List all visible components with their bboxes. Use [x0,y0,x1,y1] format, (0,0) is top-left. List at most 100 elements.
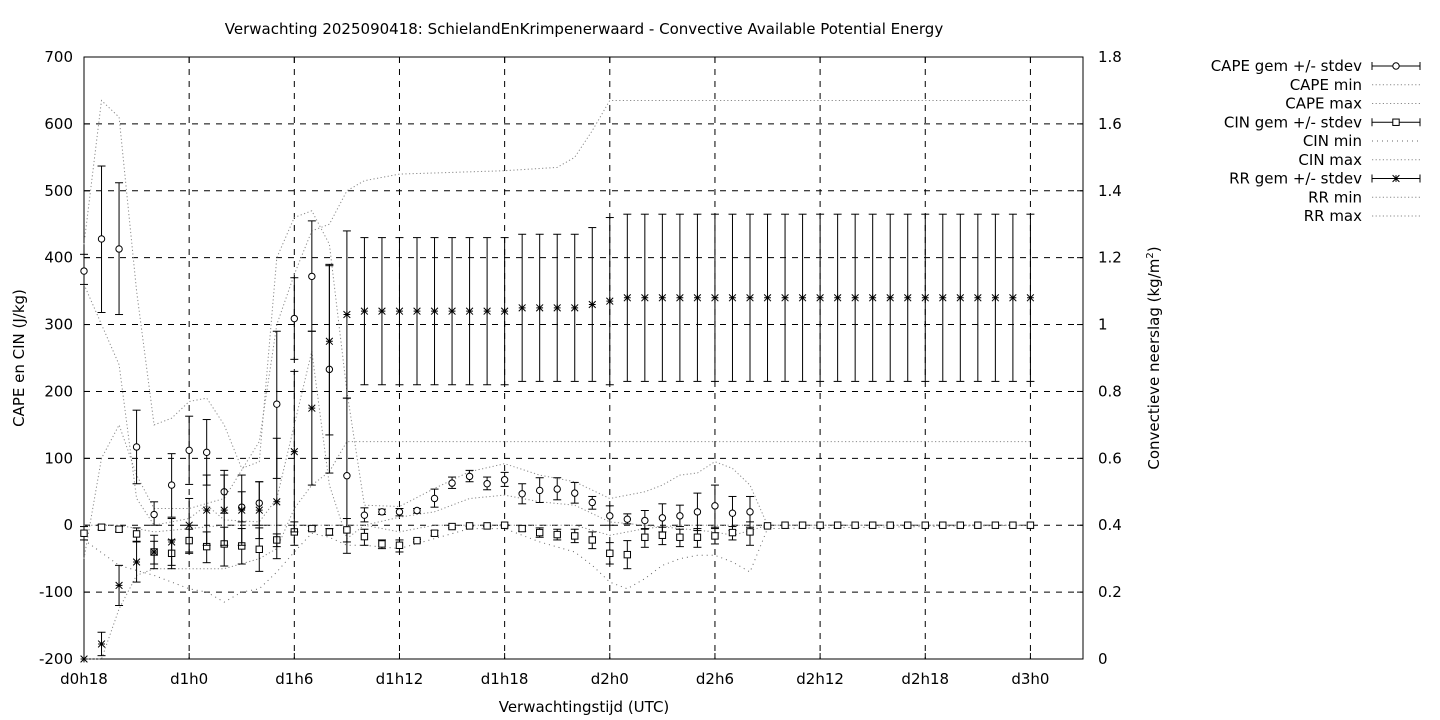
rr-gem-stdev-point [641,294,649,302]
y-axis-right-label: Convectieve neerslag (kg/m2) [1145,246,1163,469]
cin-gem-stdev-point [921,521,929,529]
series-layer [80,165,1035,663]
cin-gem-stdev-point [80,529,88,537]
legend-marker [1392,62,1400,70]
y-right-tick-label: 1.4 [1098,182,1122,200]
y-axis-right-label-superscript: 2 [1145,252,1156,258]
rr-gem-stdev-point [868,294,877,302]
cape-gem-stdev-point [623,515,632,523]
legend-label: RR min [1308,188,1362,206]
rr-gem-stdev-point [150,548,158,556]
cape-gem-stdev-point [728,509,737,517]
y-axis-left: -200 -100 0 100 200 300 400 500 600 700 [39,48,90,668]
y-right-tick-label: 0 [1098,650,1108,668]
rr-gem-stdev-point [781,294,789,302]
cin-gem-stdev-point [728,528,737,537]
x-tick-label: d0h18 [60,670,108,688]
cin-gem-stdev-point [746,528,754,536]
legend-label: CIN max [1298,151,1362,169]
cape-gem-stdev-point [360,511,369,519]
cin-gem-stdev-point [798,521,807,529]
cin-gem-stdev-point [816,521,824,529]
chart-title: Verwachting 2025090418: SchielandEnKrimp… [225,20,944,38]
rr-min-line [84,441,1031,660]
cape-gem-stdev-point [413,506,421,515]
legend-item-cape-min: CAPE min [1290,76,1420,94]
rr-gem-stdev-point [1009,294,1017,302]
cin-gem-stdev-point [676,533,684,541]
cape-gem-stdev-point [150,510,158,519]
cin-gem-stdev-point [658,531,667,539]
x-tick-label: d1h18 [481,670,529,688]
cape-gem-stdev-point [395,508,404,516]
rr-gem-stdev-point [343,310,351,319]
rr-gem-stdev-point [816,294,824,302]
cin-gem-stdev-point [132,530,141,538]
cin-gem-stdev-point [693,533,702,541]
y-left-tick-label: 400 [44,249,73,267]
x-tick-label: d1h6 [275,670,313,688]
y-right-tick-label: 0.4 [1098,516,1122,534]
cin-gem-stdev-point [448,522,456,531]
cin-gem-stdev-point [430,529,439,537]
cape-gem-stdev-point [97,235,106,243]
y-left-tick-label: 0 [63,516,73,534]
rr-gem-stdev-point [220,506,228,514]
cin-gem-stdev-point [535,528,544,537]
cape-gem-stdev-point [500,476,509,484]
rr-gem-stdev-point [167,538,176,546]
cin-gem-stdev-point [395,541,404,549]
cin-gem-stdev-point [886,521,894,529]
legend-label: RR max [1304,207,1362,225]
y-right-tick-label: 1.8 [1098,48,1122,66]
y-right-tick-label: 0.6 [1098,449,1122,467]
cape-gem-stdev-point [132,443,141,451]
legend-item-cin-max: CIN max [1298,151,1420,169]
x-tick-label: d2h12 [796,670,844,688]
legend-label: RR gem +/- stdev [1229,170,1362,188]
rr-gem-stdev-point [974,294,982,302]
cin-gem-stdev-point [325,528,334,536]
cape-gem-stdev-point [606,512,614,520]
rr-gem-stdev-point [465,307,474,315]
rr-gem-stdev-point [273,498,281,506]
cin-gem-stdev-point [939,521,947,529]
rr-gem-stdev-point [763,294,772,302]
y-right-tick-label: 1.2 [1098,249,1122,267]
cin-gem-stdev-point [553,530,561,539]
rr-max-line [83,100,1031,559]
rr-gem-stdev-point [97,640,106,648]
rr-gem-stdev-point [395,307,404,315]
cape-gem-stdev-point [553,485,561,493]
cin-gem-stdev-point [763,522,772,530]
cin-gem-stdev-point [360,532,369,541]
y-left-tick-label: 100 [44,449,73,467]
legend-item-rr-gem-stdev: RR gem +/- stdev [1229,170,1421,188]
rr-gem-stdev-point [535,304,544,312]
legend-item-cape-gem-stdev: CAPE gem +/- stdev [1211,57,1421,75]
rr-gem-stdev-point [115,581,123,590]
cape-gem-stdev-point [693,508,702,516]
cape-gem-stdev-point [588,498,596,507]
rr-gem-stdev-point [413,307,421,315]
grid [83,56,1083,660]
rr-gem-stdev-point [746,294,754,302]
cin-gem-stdev-point [833,521,842,529]
rr-gem-stdev-point [833,294,842,302]
x-axis: d0h18 d1h0 d1h6 d1h12 d1h18 d2h0 d2h6 d2h12 d2h1… [60,57,1049,688]
y-axis-right: 0 0.2 0.4 0.6 0.8 1 1.2 1.4 1.6 1.8 [1077,48,1122,668]
cin-gem-stdev-point [97,523,106,531]
legend-label: CAPE max [1285,95,1362,113]
legend-label: CAPE gem +/- stdev [1211,57,1362,75]
x-axis-label: Verwachtingstijd (UTC) [499,698,670,716]
rr-gem-stdev-point [851,294,859,302]
rr-gem-stdev-point [956,294,965,302]
rr-gem-stdev-point [798,294,807,302]
y-right-tick-label: 0.8 [1098,382,1122,400]
rr-gem-stdev-point [237,506,246,514]
cin-gem-stdev-point [606,549,614,558]
cape-gem-stdev-point [308,272,316,281]
cape-gem-stdev-point [641,516,649,525]
cape-gem-stdev-point [273,400,281,408]
